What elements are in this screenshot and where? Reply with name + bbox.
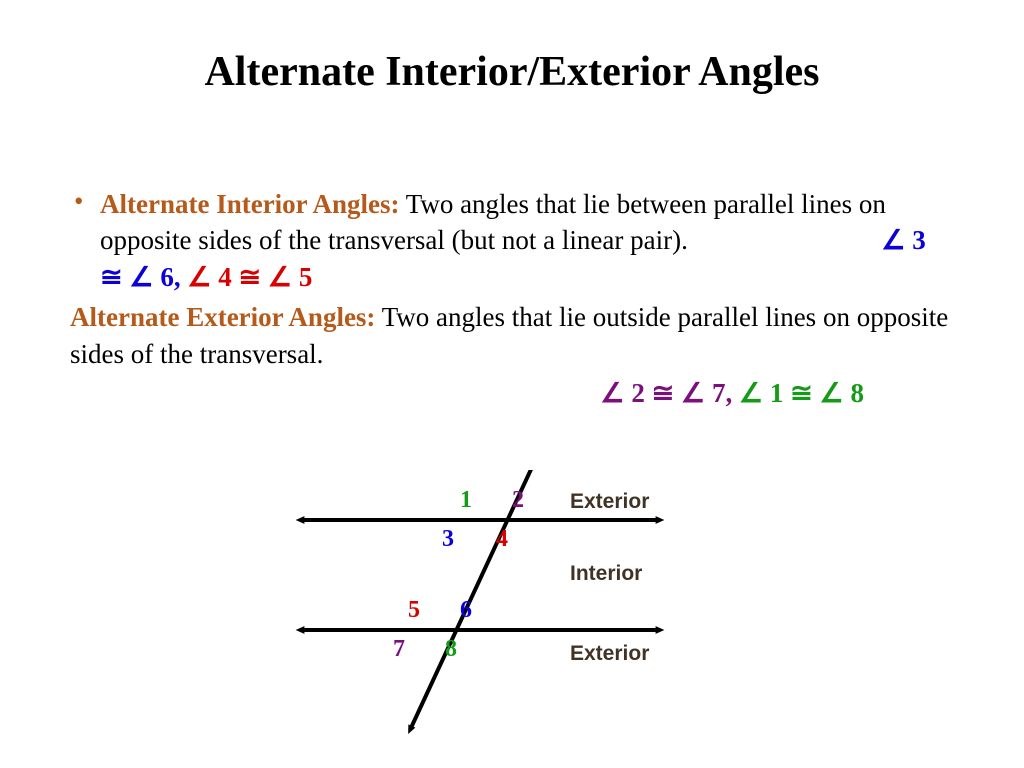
region-label-0: Exterior [570, 490, 649, 514]
angle-label-8: 8 [445, 636, 457, 663]
definition-1: • Alternate Interior Angles: Two angles … [70, 186, 954, 295]
angle-label-6: 6 [460, 597, 472, 624]
angle-label-1: 1 [460, 487, 472, 514]
angle-label-4: 4 [496, 526, 508, 553]
page-title: Alternate Interior/Exterior Angles [0, 0, 1024, 96]
term-1: Alternate Interior Angles: [100, 189, 399, 219]
angle-label-3: 3 [442, 526, 454, 553]
congr-1b: ∠ 4 ≅ ∠ 5 [187, 262, 312, 292]
definition-2: Alternate Exterior Angles: Two angles th… [40, 299, 954, 372]
diagram-svg [280, 470, 740, 750]
region-label-1: Interior [570, 562, 642, 586]
angle-label-2: 2 [512, 487, 524, 514]
congr-2a: ∠ 2 ≅ ∠ 7, [600, 378, 739, 408]
angles-diagram: 1 2 3 4 5 6 7 8 Exterior Interior Exterior [280, 470, 740, 750]
angle-label-5: 5 [408, 597, 420, 624]
term-2: Alternate Exterior Angles: [70, 302, 375, 332]
content-area: • Alternate Interior Angles: Two angles … [0, 186, 1024, 409]
definition-1-text: Alternate Interior Angles: Two angles th… [100, 186, 954, 295]
congr-2b: ∠ 1 ≅ ∠ 8 [739, 378, 864, 408]
region-label-2: Exterior [570, 642, 649, 666]
angle-label-7: 7 [393, 636, 405, 663]
bullet-icon: • [70, 186, 100, 217]
congruence-2: ∠ 2 ≅ ∠ 7, ∠ 1 ≅ ∠ 8 [70, 378, 954, 409]
